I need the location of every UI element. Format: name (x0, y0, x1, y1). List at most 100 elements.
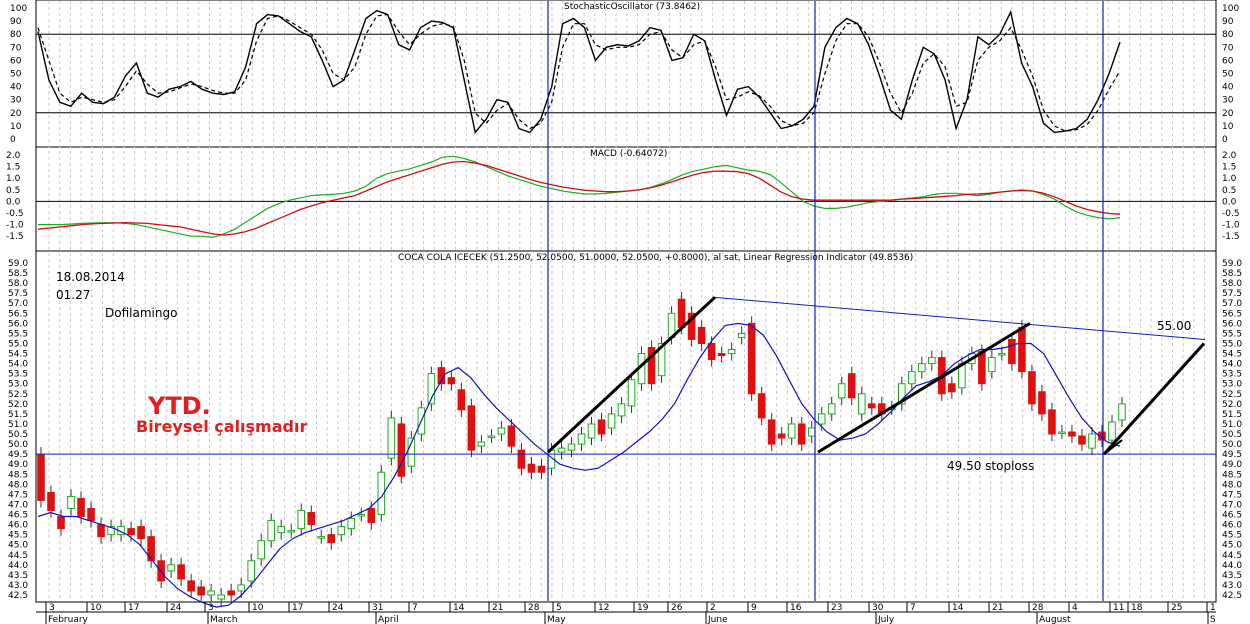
candle-bull (487, 435, 496, 439)
ytd-label: YTD. (147, 392, 211, 420)
candle-bear (767, 419, 776, 445)
candle-bull (167, 564, 175, 572)
candle-bear (97, 524, 105, 538)
candle-bull (477, 441, 486, 447)
price-tick-left: 45.0 (8, 541, 28, 551)
price-tick-right: 52.5 (1222, 390, 1242, 400)
date-label: 18.08.2014 (56, 270, 125, 284)
day-tick-label: 18 (1131, 603, 1143, 613)
candle-bear (1018, 326, 1026, 373)
time-label: 01.27 (56, 288, 90, 302)
price-tick-left: 56.0 (8, 319, 28, 329)
price-tick-right: 50.5 (1222, 430, 1242, 440)
stoch-tick-left: 100 (10, 4, 27, 14)
uptrend-line-1 (546, 296, 717, 454)
day-tick-label: 2 (710, 603, 716, 613)
price-tick-left: 54.0 (8, 360, 28, 370)
price-tick-left: 52.0 (8, 400, 28, 410)
day-tick-label: 7 (910, 603, 916, 613)
day-tick-label: 9 (751, 603, 757, 613)
day-tick-label: 24 (170, 603, 182, 613)
candle-bull (607, 413, 616, 429)
candle-bear (537, 465, 546, 473)
candle-bull (988, 357, 996, 373)
candle-bear (327, 534, 336, 544)
candle-bear (57, 516, 65, 530)
price-tick-right: 45.5 (1222, 531, 1242, 541)
candle-bull (287, 530, 296, 533)
stoch-tick-right: 100 (1222, 4, 1239, 14)
candle-bear (227, 590, 235, 596)
candle-bear (177, 564, 185, 580)
stoch-tick-right: 20 (1222, 109, 1234, 119)
candle-bear (37, 453, 45, 501)
price-tick-right: 58.5 (1222, 269, 1242, 279)
price-tick-left: 46.5 (8, 511, 28, 521)
day-tick-label: 7 (412, 603, 418, 613)
note-label: Bireysel çalışmadır (136, 417, 307, 436)
candle-bull (237, 584, 245, 592)
price-tick-left: 58.0 (8, 279, 28, 289)
stoch-tick-left: 70 (10, 43, 22, 53)
candle-bull (207, 590, 215, 596)
candle-bear (77, 497, 85, 518)
price-tick-right: 46.5 (1222, 511, 1242, 521)
author-label: Dofilamingo (105, 306, 177, 320)
candle-bull (317, 536, 326, 539)
price-tick-left: 42.5 (8, 591, 28, 601)
day-tick-label: 16 (790, 603, 802, 613)
day-tick-label: 4 (1072, 603, 1078, 613)
price-candles (37, 292, 1126, 608)
stoch-d-line (37, 13, 1121, 132)
stoch-tick-left: 0 (10, 135, 16, 145)
price-tick-left: 48.0 (8, 480, 28, 490)
candle-bear (867, 403, 876, 409)
day-tick-label: 30 (872, 603, 884, 613)
candle-bear (87, 507, 95, 522)
candle-bear (147, 536, 155, 562)
price-tick-right: 54.0 (1222, 360, 1242, 370)
macd-tick-left: 0.0 (6, 197, 21, 207)
candle-bull (897, 383, 906, 405)
macd-tick-left: -0.5 (6, 209, 24, 219)
stoploss-label: 49.50 stoploss (947, 459, 1034, 473)
candle-bull (1088, 433, 1096, 449)
day-tick-label: 5 (556, 603, 562, 613)
month-label: S (1210, 615, 1216, 624)
month-label: July (877, 615, 895, 624)
candle-bear (1078, 435, 1086, 445)
price-tick-left: 53.5 (8, 370, 28, 380)
price-tick-right: 50.0 (1222, 440, 1242, 450)
price-tick-right: 47.0 (1222, 500, 1242, 510)
month-label: February (48, 615, 89, 624)
day-tick-label: 11 (1113, 603, 1124, 613)
candle-bull (557, 447, 566, 453)
price-tick-right: 59.0 (1222, 259, 1242, 269)
candle-bull (357, 514, 366, 517)
price-tick-left: 47.0 (8, 500, 28, 510)
macd-tick-left: -1.0 (6, 221, 24, 231)
candle-bull (407, 437, 416, 467)
uptrend-stub (1103, 439, 1123, 455)
candle-bear (697, 326, 706, 344)
price-tick-left: 45.5 (8, 531, 28, 541)
stoch-tick-right: 50 (1222, 70, 1234, 80)
stoch-tick-left: 80 (10, 30, 22, 40)
candle-bull (837, 383, 846, 399)
candle-bear (1068, 431, 1076, 437)
candle-bull (347, 518, 356, 530)
candle-bear (978, 351, 986, 385)
price-tick-left: 59.0 (8, 259, 28, 269)
stoch-tick-right: 70 (1222, 43, 1234, 53)
candle-bear (687, 312, 696, 340)
price-tick-left: 52.5 (8, 390, 28, 400)
trend-overlays (36, 1, 1216, 601)
candle-bear (397, 423, 406, 477)
price-tick-left: 44.5 (8, 551, 28, 561)
day-tick-label: 1 (1210, 603, 1216, 613)
macd-tick-right: 1.5 (1222, 163, 1236, 173)
macd-tick-right: 2.0 (1222, 151, 1237, 161)
candle-bear (1038, 391, 1046, 415)
candle-bull (737, 332, 746, 338)
